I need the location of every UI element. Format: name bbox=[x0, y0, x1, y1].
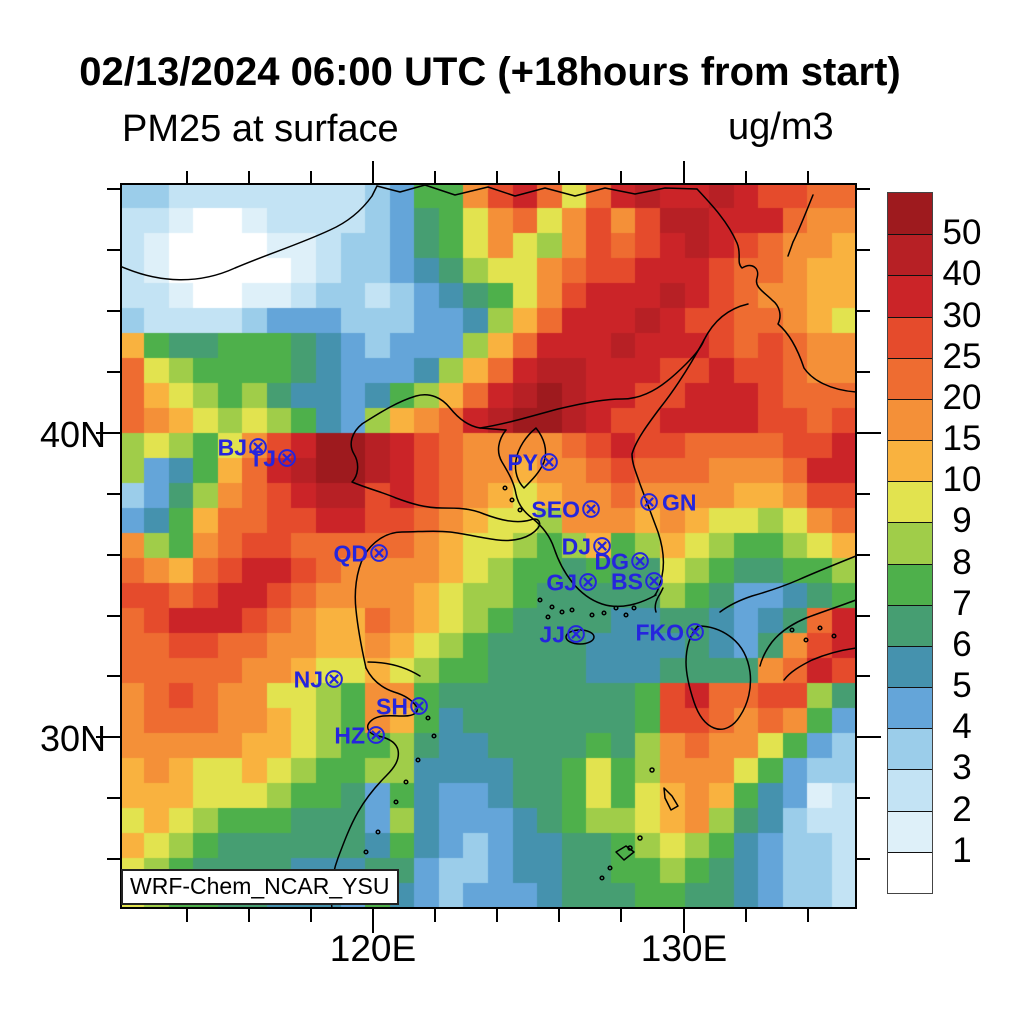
circled-x-icon: ⊗ bbox=[579, 493, 603, 525]
city-label: NJ bbox=[293, 666, 323, 693]
city-label: GJ bbox=[546, 569, 577, 596]
city-label: SH bbox=[376, 693, 408, 720]
colorbar-label: 15 bbox=[942, 419, 982, 459]
colorbar-label: 8 bbox=[952, 542, 972, 582]
colorbar bbox=[887, 192, 933, 894]
x-axis-label-120e: 120E bbox=[329, 928, 417, 969]
circled-x-icon: ⊗ bbox=[275, 442, 299, 474]
colorbar-block bbox=[888, 440, 932, 481]
y-axis-label-30n: 30N bbox=[39, 718, 106, 759]
circled-x-icon: ⊗ bbox=[590, 530, 614, 562]
units-label: ug/m3 bbox=[728, 106, 834, 148]
colorbar-label: 25 bbox=[942, 336, 982, 376]
city-label: BS bbox=[611, 568, 643, 595]
city-label: QD bbox=[333, 540, 369, 567]
circled-x-icon: ⊗ bbox=[322, 663, 346, 695]
variable-subtitle: PM25 at surface bbox=[122, 108, 399, 150]
colorbar-label: 2 bbox=[952, 789, 972, 829]
city-label: DG bbox=[594, 548, 630, 575]
colorbar-block bbox=[888, 564, 932, 605]
colorbar-label: 1 bbox=[952, 830, 972, 870]
colorbar-block bbox=[888, 317, 932, 358]
colorbar-block bbox=[888, 399, 932, 440]
y-axis-label-40n: 40N bbox=[39, 414, 106, 455]
colorbar-block bbox=[888, 234, 932, 275]
model-watermark: WRF-Chem_NCAR_YSU bbox=[121, 869, 400, 906]
colorbar-label: 7 bbox=[952, 583, 972, 623]
colorbar-block bbox=[888, 728, 932, 769]
circled-x-icon: ⊗ bbox=[537, 446, 561, 478]
colorbar-label: 30 bbox=[942, 295, 982, 335]
circled-x-icon: ⊗ bbox=[246, 431, 270, 463]
colorbar-label: 40 bbox=[942, 254, 982, 294]
city-label: PY bbox=[507, 449, 538, 476]
colorbar-block bbox=[888, 522, 932, 564]
map-border bbox=[120, 183, 857, 909]
circled-x-icon: ⊗ bbox=[576, 566, 600, 598]
colorbar-label: 50 bbox=[942, 213, 982, 253]
circled-x-icon: ⊗ bbox=[637, 486, 661, 518]
colorbar-block bbox=[888, 646, 932, 687]
circled-x-icon: ⊗ bbox=[683, 616, 707, 648]
colorbar-label: 3 bbox=[952, 748, 972, 788]
circled-x-icon: ⊗ bbox=[407, 690, 431, 722]
colorbar-label: 5 bbox=[952, 666, 972, 706]
city-label: HZ bbox=[334, 722, 365, 749]
colorbar-label: 10 bbox=[942, 460, 982, 500]
city-label: TJ bbox=[249, 445, 276, 472]
circled-x-icon: ⊗ bbox=[564, 618, 588, 650]
colorbar-label: 6 bbox=[952, 624, 972, 664]
colorbar-label: 9 bbox=[952, 501, 972, 541]
colorbar-block bbox=[888, 769, 932, 811]
city-label: DJ bbox=[561, 533, 591, 560]
city-label: SEO bbox=[531, 496, 580, 523]
colorbar-block bbox=[888, 852, 932, 893]
x-axis-label-130e: 130E bbox=[640, 928, 728, 969]
city-label: JJ bbox=[539, 621, 565, 648]
colorbar-block bbox=[888, 358, 932, 399]
city-label: BJ bbox=[217, 434, 247, 461]
colorbar-block bbox=[888, 811, 932, 852]
colorbar-block bbox=[888, 275, 932, 317]
plot-title: 02/13/2024 06:00 UTC (+18hours from star… bbox=[79, 50, 901, 94]
circled-x-icon: ⊗ bbox=[642, 565, 666, 597]
colorbar-block bbox=[888, 605, 932, 646]
colorbar-label: 4 bbox=[952, 707, 972, 747]
city-label: GN bbox=[662, 489, 697, 516]
circled-x-icon: ⊗ bbox=[364, 719, 388, 751]
colorbar-block bbox=[888, 193, 932, 234]
colorbar-block bbox=[888, 687, 932, 728]
city-label: FKO bbox=[635, 619, 684, 646]
circled-x-icon: ⊗ bbox=[367, 537, 391, 569]
colorbar-block bbox=[888, 481, 932, 522]
colorbar-label: 20 bbox=[942, 377, 982, 417]
circled-x-icon: ⊗ bbox=[628, 545, 652, 577]
